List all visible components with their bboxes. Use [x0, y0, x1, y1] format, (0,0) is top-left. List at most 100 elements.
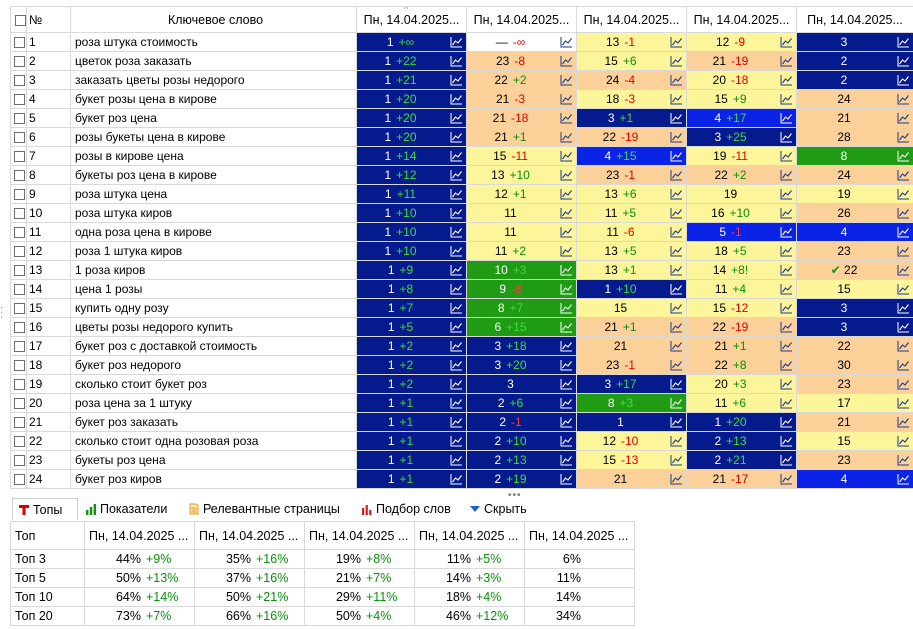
trend-chart-icon[interactable]	[450, 435, 463, 447]
position-cell[interactable]: 22 +8	[686, 355, 797, 375]
position-cell[interactable]: 2 +10	[466, 431, 577, 451]
trend-chart-icon[interactable]	[670, 397, 683, 409]
position-cell[interactable]: 1 +21	[356, 70, 467, 90]
position-cell[interactable]: 28	[796, 127, 913, 147]
trend-chart-icon[interactable]	[450, 112, 463, 124]
header-date-3[interactable]: Пн, 14.04.2025...	[576, 6, 687, 33]
trend-chart-icon[interactable]	[560, 150, 573, 162]
table-row[interactable]: 20 роза цена за 1 штуку 1 +1 2 +6 8 +3 11 +6 17	[10, 393, 913, 413]
row-checkbox-cell[interactable]	[10, 260, 27, 280]
row-checkbox[interactable]	[14, 189, 25, 201]
position-cell[interactable]: 1 +20	[356, 127, 467, 147]
keyword-cell[interactable]: роза штука киров	[70, 203, 357, 223]
position-cell[interactable]: 23	[796, 374, 913, 394]
trend-chart-icon[interactable]	[560, 283, 573, 295]
position-cell[interactable]: 15	[796, 431, 913, 451]
row-checkbox-cell[interactable]	[10, 431, 27, 451]
position-cell[interactable]: 2 +13	[686, 431, 797, 451]
position-cell[interactable]: 13 +5	[576, 241, 687, 261]
row-checkbox[interactable]	[14, 398, 25, 410]
position-cell[interactable]: 22 -19	[576, 127, 687, 147]
position-cell[interactable]: 2	[796, 70, 913, 90]
table-row[interactable]: 7 розы в кирове цена 1 +14 15 -11 4 +15 19 -11 8	[10, 146, 913, 166]
trend-chart-icon[interactable]	[670, 150, 683, 162]
position-cell[interactable]: 1 +9	[356, 260, 467, 280]
row-checkbox-cell[interactable]	[10, 89, 27, 109]
row-checkbox[interactable]	[14, 227, 25, 239]
trend-chart-icon[interactable]	[780, 397, 793, 409]
position-cell[interactable]: 3	[796, 32, 913, 52]
row-checkbox[interactable]	[14, 75, 25, 87]
trend-chart-icon[interactable]	[670, 340, 683, 352]
trend-chart-icon[interactable]	[560, 378, 573, 390]
trend-chart-icon[interactable]	[897, 454, 910, 466]
position-cell[interactable]: 1	[576, 412, 687, 432]
position-cell[interactable]: 5 -1	[686, 222, 797, 242]
position-cell[interactable]: 1 +20	[686, 412, 797, 432]
row-checkbox-cell[interactable]	[10, 70, 27, 90]
table-row[interactable]: 2 цветок роза заказать 1 +22 23 -8 15 +6 21 -19 2	[10, 51, 913, 71]
row-checkbox[interactable]	[14, 132, 25, 144]
position-cell[interactable]: 1 +∞	[356, 32, 467, 52]
trend-chart-icon[interactable]	[897, 169, 910, 181]
trend-chart-icon[interactable]	[450, 131, 463, 143]
row-checkbox[interactable]	[14, 322, 25, 334]
table-row[interactable]: 14 цена 1 розы 1 +8 9 -8 1 +10 11 +4 15	[10, 279, 913, 299]
position-cell[interactable]: 19	[796, 184, 913, 204]
position-cell[interactable]: 3 +1	[576, 108, 687, 128]
position-cell[interactable]: 17	[796, 393, 913, 413]
keyword-cell[interactable]: цена 1 розы	[70, 279, 357, 299]
trend-chart-icon[interactable]	[780, 283, 793, 295]
position-cell[interactable]: 1 +2	[356, 374, 467, 394]
trend-chart-icon[interactable]	[780, 321, 793, 333]
row-checkbox[interactable]	[14, 284, 25, 296]
keyword-cell[interactable]: букет роз киров	[70, 469, 357, 489]
trend-chart-icon[interactable]	[560, 131, 573, 143]
header-number[interactable]: №	[26, 6, 71, 33]
select-all-checkbox[interactable]	[14, 14, 26, 26]
row-checkbox[interactable]	[14, 170, 25, 182]
position-cell[interactable]: 3 +20	[466, 355, 577, 375]
trend-chart-icon[interactable]	[450, 207, 463, 219]
trend-chart-icon[interactable]	[560, 245, 573, 257]
keyword-cell[interactable]: букет розы цена в кирове	[70, 89, 357, 109]
trend-chart-icon[interactable]	[670, 283, 683, 295]
panel-splitter[interactable]: •••	[0, 489, 913, 501]
trend-chart-icon[interactable]	[780, 435, 793, 447]
trend-chart-icon[interactable]	[560, 74, 573, 86]
position-cell[interactable]: 24 -4	[576, 70, 687, 90]
position-cell[interactable]: 4 +17	[686, 108, 797, 128]
position-cell[interactable]: 1 +14	[356, 146, 467, 166]
trend-chart-icon[interactable]	[450, 264, 463, 276]
position-cell[interactable]: 21 -19	[686, 51, 797, 71]
row-checkbox[interactable]	[14, 341, 25, 353]
position-cell[interactable]: 11 +2	[466, 241, 577, 261]
position-cell[interactable]: 3 +18	[466, 336, 577, 356]
trend-chart-icon[interactable]	[670, 245, 683, 257]
position-cell[interactable]: 24	[796, 165, 913, 185]
keyword-cell[interactable]: букеты роз цена	[70, 450, 357, 470]
trend-chart-icon[interactable]	[780, 150, 793, 162]
position-cell[interactable]: 18 +5	[686, 241, 797, 261]
row-checkbox[interactable]	[14, 379, 25, 391]
trend-chart-icon[interactable]	[780, 207, 793, 219]
trend-chart-icon[interactable]	[670, 169, 683, 181]
row-checkbox-cell[interactable]	[10, 412, 27, 432]
table-row[interactable]: 21 букет роз заказать 1 +1 2 -1 1 1 +20 21	[10, 412, 913, 432]
position-cell[interactable]: 1 +10	[356, 241, 467, 261]
keyword-cell[interactable]: одна роза цена в кирове	[70, 222, 357, 242]
position-cell[interactable]: 1 +1	[356, 450, 467, 470]
trend-chart-icon[interactable]	[560, 112, 573, 124]
position-cell[interactable]: 2 +21	[686, 450, 797, 470]
row-checkbox-cell[interactable]	[10, 203, 27, 223]
position-cell[interactable]: 23	[796, 241, 913, 261]
row-checkbox-cell[interactable]	[10, 165, 27, 185]
trend-chart-icon[interactable]	[560, 207, 573, 219]
position-cell[interactable]: 1 +10	[576, 279, 687, 299]
trend-chart-icon[interactable]	[897, 435, 910, 447]
position-cell[interactable]: 11 +4	[686, 279, 797, 299]
position-cell[interactable]: 21 -17	[686, 469, 797, 489]
row-checkbox-cell[interactable]	[10, 108, 27, 128]
table-row[interactable]: 22 сколько стоит одна розовая роза 1 +1 2 +10…	[10, 431, 913, 451]
trend-chart-icon[interactable]	[560, 36, 573, 48]
